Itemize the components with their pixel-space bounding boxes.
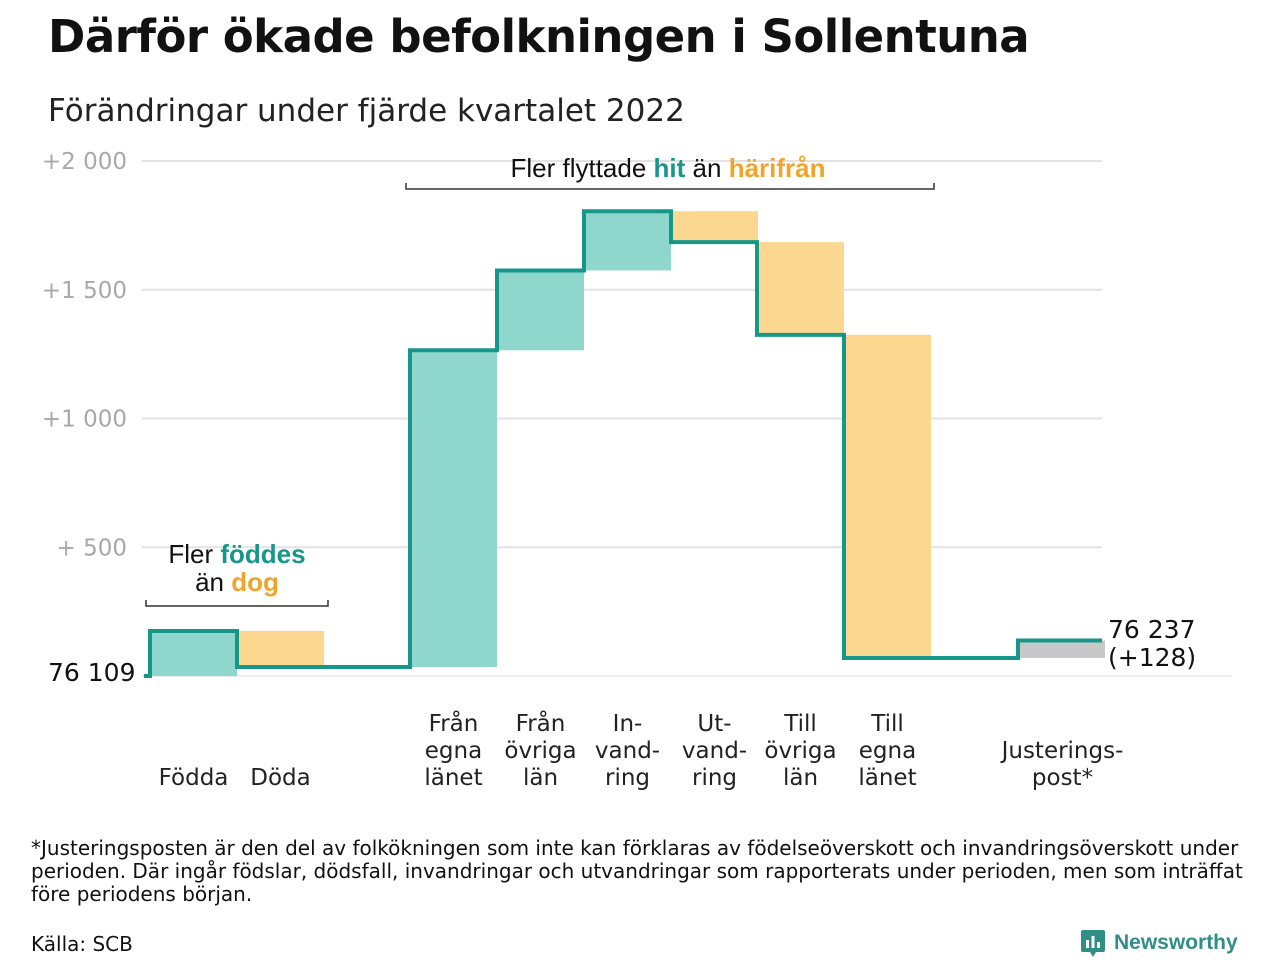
- y-tick-label: +1 000: [42, 407, 127, 433]
- logo-text: Newsworthy: [1114, 931, 1238, 954]
- y-tick-label: +2 000: [42, 149, 127, 175]
- category-label: Från: [516, 709, 566, 737]
- category-label: län: [783, 765, 818, 791]
- category-label: Justerings-: [1000, 738, 1124, 764]
- category-label: länet: [858, 765, 916, 791]
- chart-title: Därför ökade befolkningen i Sollentuna: [48, 10, 1030, 63]
- bar-decrease: [757, 242, 844, 335]
- cumulative-line: [144, 209, 1102, 678]
- category-label: post*: [1032, 765, 1093, 791]
- chart-subtitle: Förändringar under fjärde kvartalet 2022: [48, 93, 685, 129]
- newsworthy-logo: Newsworthy: [1080, 928, 1238, 958]
- category-label: vand-: [682, 738, 747, 764]
- category-label: Till: [870, 711, 904, 737]
- births-annotation-line1: Fler föddes: [168, 539, 305, 569]
- category-label: egna: [859, 738, 916, 764]
- category-label: länet: [424, 765, 482, 791]
- category-label: Döda: [250, 765, 310, 791]
- source-text: Källa: SCB: [31, 932, 133, 956]
- births-annotation-line2: än dog: [195, 567, 279, 597]
- category-label: vand-: [595, 738, 660, 764]
- newsworthy-chart-icon: [1081, 930, 1105, 957]
- category-label: övriga: [764, 738, 836, 764]
- end-value-label: 76 237: [1108, 615, 1195, 644]
- bar-increase: [584, 211, 671, 271]
- category-label: ring: [605, 765, 650, 791]
- bar-decrease: [237, 630, 324, 667]
- bar-decrease: [844, 334, 931, 658]
- category-label: län: [523, 765, 558, 791]
- births-bracket: [145, 600, 329, 607]
- category-label: Ut-: [697, 711, 731, 737]
- bar-adjustment: [1018, 640, 1105, 658]
- footnote: *Justeringsposten är den del av folkökni…: [31, 836, 1243, 906]
- start-value-label: 76 109: [48, 658, 135, 687]
- category-label: Från: [429, 709, 479, 737]
- bar-increase: [410, 350, 497, 667]
- migration-bracket: [405, 183, 935, 190]
- end-value-label: (+128): [1108, 643, 1196, 672]
- category-label: ring: [692, 765, 737, 791]
- category-label: övriga: [504, 738, 576, 764]
- category-label: egna: [425, 738, 482, 764]
- bar-increase: [150, 630, 237, 676]
- bar-increase: [497, 270, 584, 351]
- bar-decrease: [671, 211, 758, 243]
- category-label: In-: [613, 711, 643, 737]
- category-label: Till: [783, 711, 817, 737]
- migration-annotation: Fler flyttade hit än härifrån: [510, 153, 825, 183]
- y-tick-label: +1 500: [42, 278, 127, 304]
- category-label: Födda: [159, 765, 229, 791]
- y-tick-label: + 500: [57, 535, 127, 561]
